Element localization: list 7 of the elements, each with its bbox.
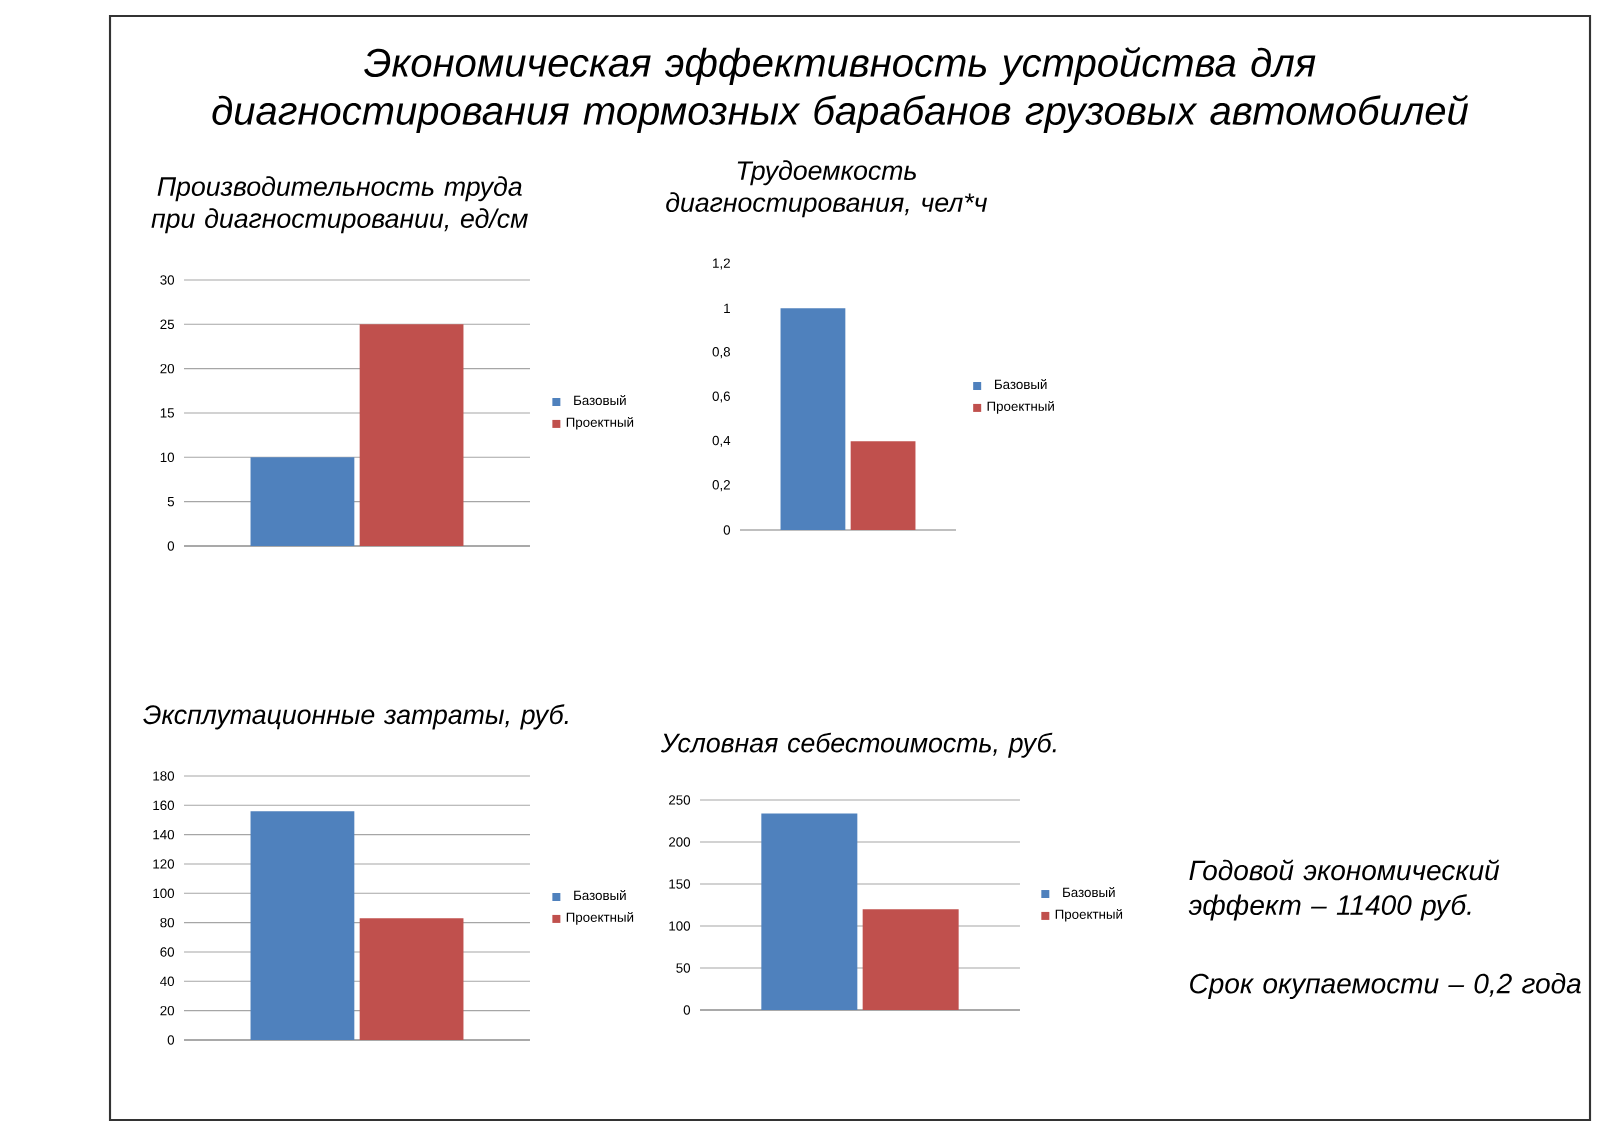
chart-title: Трудоемкость диагностирования, чел*ч — [666, 160, 988, 218]
text: Годовой экономический эффект – 11400 руб. — [1188, 859, 1500, 921]
text: Экономическая эффективность устройства для диагностирования тормозных барабанов грузовых автомобилей — [212, 47, 1469, 133]
text: Срок окупаемости – 0,2 года — [1190, 972, 1581, 1000]
chart-title: Производительность труда при диагностировании, ед/см — [151, 176, 528, 234]
chart-title: Эксплутационные затраты, руб. — [143, 704, 568, 730]
chart-title: Условная себестоимость, руб. — [660, 732, 1056, 758]
